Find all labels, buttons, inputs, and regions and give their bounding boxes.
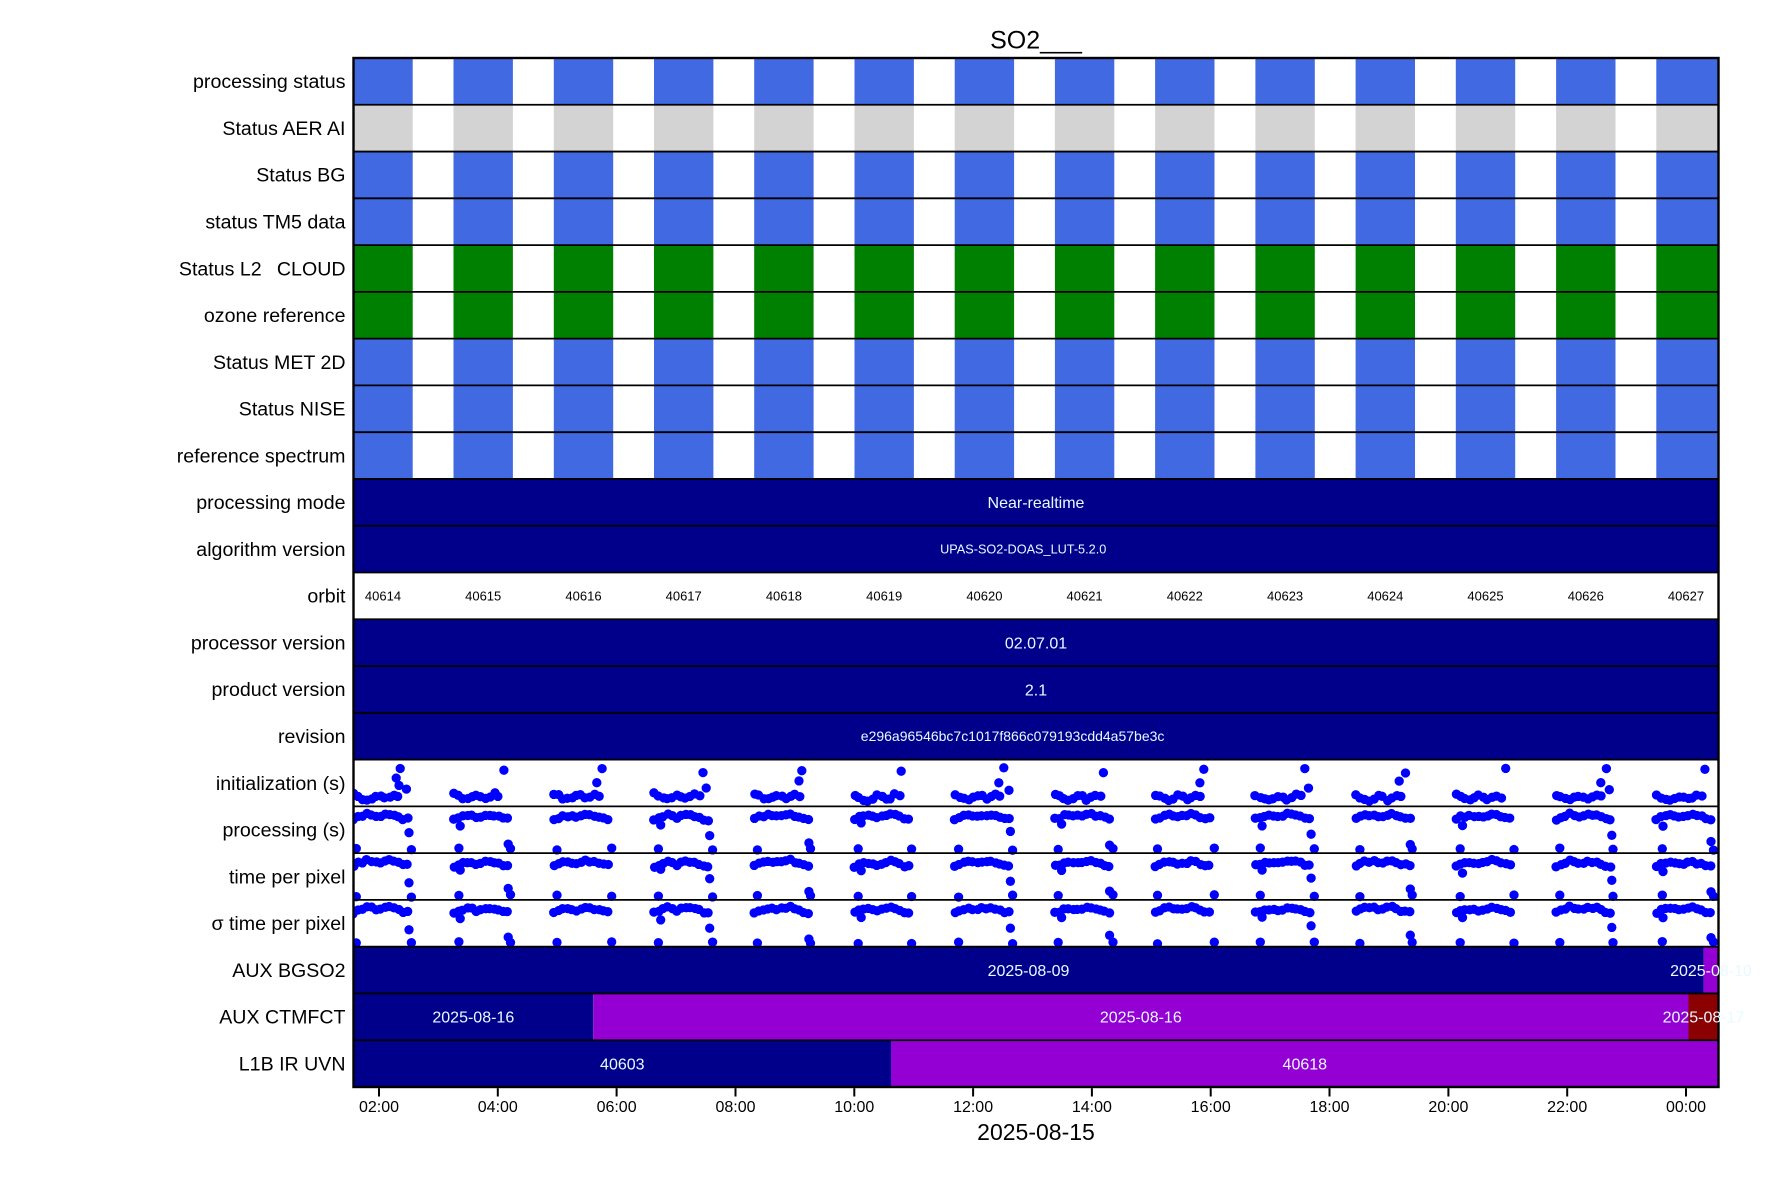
svg-text:40620: 40620	[966, 589, 1002, 604]
svg-text:40618: 40618	[766, 589, 802, 604]
svg-text:time per pixel: time per pixel	[229, 866, 346, 888]
svg-text:Status L2 CLOUD: Status L2 CLOUD	[179, 258, 346, 280]
svg-text:10:00: 10:00	[834, 1099, 874, 1116]
svg-text:AUX CTMFCT: AUX CTMFCT	[219, 1007, 345, 1029]
svg-text:08:00: 08:00	[715, 1099, 755, 1116]
svg-text:processor version: processor version	[191, 633, 346, 655]
svg-text:40625: 40625	[1467, 589, 1503, 604]
svg-text:Status BG: Status BG	[256, 165, 345, 187]
svg-text:40624: 40624	[1367, 589, 1403, 604]
svg-text:L1B IR UVN: L1B IR UVN	[239, 1053, 346, 1075]
svg-text:40619: 40619	[866, 589, 902, 604]
svg-text:orbit: orbit	[307, 586, 346, 608]
svg-text:ozone reference: ozone reference	[204, 305, 346, 327]
svg-text:Status NISE: Status NISE	[239, 399, 346, 421]
svg-text:Status AER AI: Status AER AI	[222, 118, 345, 140]
svg-text:40618: 40618	[1283, 1057, 1328, 1074]
svg-text:status TM5 data: status TM5 data	[205, 212, 345, 234]
svg-text:Status MET 2D: Status MET 2D	[213, 352, 346, 374]
svg-text:Near-realtime: Near-realtime	[988, 495, 1085, 512]
svg-text:40623: 40623	[1267, 589, 1303, 604]
svg-text:40616: 40616	[565, 589, 601, 604]
svg-text:40614: 40614	[365, 589, 401, 604]
svg-text:e296a96546bc7c1017f866c079193c: e296a96546bc7c1017f866c079193cdd4a57be3c	[861, 728, 1165, 744]
svg-text:2.1: 2.1	[1025, 682, 1047, 699]
svg-text:00:00: 00:00	[1666, 1099, 1706, 1116]
svg-text:06:00: 06:00	[597, 1099, 637, 1116]
svg-text:processing mode: processing mode	[196, 492, 345, 514]
svg-text:40603: 40603	[600, 1057, 645, 1074]
svg-text:02:00: 02:00	[359, 1099, 399, 1116]
svg-text:04:00: 04:00	[478, 1099, 518, 1116]
svg-text:12:00: 12:00	[953, 1099, 993, 1116]
svg-text:SO2___: SO2___	[990, 27, 1083, 55]
svg-text:40617: 40617	[666, 589, 702, 604]
svg-text:40626: 40626	[1568, 589, 1604, 604]
svg-text:40627: 40627	[1668, 589, 1704, 604]
svg-text:14:00: 14:00	[1072, 1099, 1112, 1116]
svg-text:2025-08-16: 2025-08-16	[1100, 1010, 1182, 1027]
svg-text:UPAS-SO2-DOAS_LUT-5.2.0: UPAS-SO2-DOAS_LUT-5.2.0	[940, 543, 1106, 557]
svg-text:AUX BGSO2: AUX BGSO2	[232, 960, 345, 982]
svg-text:processing status: processing status	[193, 71, 346, 93]
svg-text:initialization (s): initialization (s)	[216, 773, 346, 795]
svg-text:reference spectrum: reference spectrum	[177, 445, 346, 467]
svg-text:18:00: 18:00	[1309, 1099, 1349, 1116]
svg-text:2025-08-10: 2025-08-10	[1670, 963, 1752, 980]
svg-text:02.07.01: 02.07.01	[1005, 636, 1067, 653]
svg-text:20:00: 20:00	[1428, 1099, 1468, 1116]
svg-text:2025-08-09: 2025-08-09	[988, 963, 1070, 980]
svg-text:40615: 40615	[465, 589, 501, 604]
svg-text:16:00: 16:00	[1191, 1099, 1231, 1116]
svg-text:σ time per pixel: σ time per pixel	[211, 913, 345, 935]
svg-text:2025-08-17: 2025-08-17	[1663, 1010, 1745, 1027]
svg-text:22:00: 22:00	[1547, 1099, 1587, 1116]
svg-text:product version: product version	[212, 679, 346, 701]
svg-text:40621: 40621	[1067, 589, 1103, 604]
svg-text:processing (s): processing (s)	[222, 820, 345, 842]
svg-text:revision: revision	[278, 726, 346, 748]
svg-text:2025-08-15: 2025-08-15	[977, 1119, 1095, 1145]
svg-text:2025-08-16: 2025-08-16	[432, 1010, 514, 1027]
svg-text:40622: 40622	[1167, 589, 1203, 604]
svg-text:algorithm version: algorithm version	[196, 539, 345, 561]
